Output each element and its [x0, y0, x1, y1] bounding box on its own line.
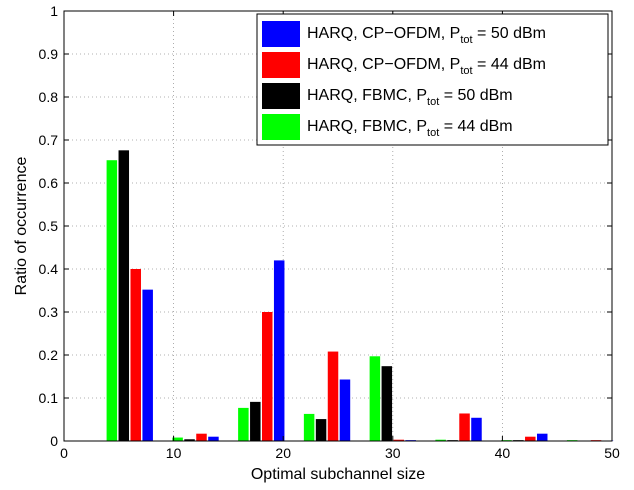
y-tick-label: 0.4 — [39, 261, 59, 277]
legend-label: HARQ, CP−OFDM, Ptot = 50 dBm — [307, 25, 546, 46]
bar — [525, 436, 536, 441]
bar — [142, 289, 153, 441]
legend-label-subscript: tot — [460, 34, 472, 46]
y-axis-label: Ratio of occurrence — [13, 157, 30, 296]
bar — [273, 260, 285, 441]
legend-label-main: HARQ, FBMC, P — [307, 118, 427, 135]
x-tick-label: 30 — [385, 445, 401, 461]
y-tick-label: 0.7 — [39, 132, 59, 148]
legend-swatch — [262, 114, 300, 140]
y-tick-label: 0.5 — [39, 218, 59, 234]
bar — [339, 379, 351, 441]
legend-swatch — [262, 21, 300, 47]
legend-label-suffix: = 44 dBm — [473, 56, 546, 73]
x-tick-label: 50 — [604, 445, 620, 461]
y-tick-label: 0.2 — [39, 347, 59, 363]
bar — [471, 417, 482, 441]
axis-ticks: 0 10 20 30 40 50 0 0.1 0.2 0.3 0.4 0.5 0.6 0.7 0.8 0.9 1 — [39, 3, 620, 461]
legend-label: HARQ, FBMC, Ptot = 44 dBm — [307, 118, 513, 139]
bar — [118, 150, 130, 441]
bar — [327, 351, 339, 441]
bar — [208, 436, 219, 441]
legend-swatch — [262, 52, 300, 78]
bar-group — [238, 260, 285, 441]
bar — [262, 312, 273, 441]
bar — [106, 160, 118, 441]
bar-group — [303, 351, 351, 441]
y-tick-label: 0.6 — [39, 175, 59, 191]
legend-label: HARQ, FBMC, Ptot = 50 dBm — [307, 87, 513, 108]
legend-label-suffix: = 50 dBm — [473, 25, 546, 42]
bar-group — [106, 150, 153, 441]
legend-label-subscript: tot — [460, 65, 472, 77]
legend-label-subscript: tot — [427, 127, 439, 139]
x-tick-label: 20 — [275, 445, 291, 461]
bar — [303, 413, 315, 441]
x-tick-label: 10 — [166, 445, 182, 461]
bar — [536, 433, 548, 441]
bar — [381, 366, 393, 441]
bar — [184, 439, 195, 441]
legend-label-main: HARQ, CP−OFDM, P — [307, 56, 460, 73]
bar — [393, 439, 405, 441]
bar — [435, 439, 446, 441]
bar — [196, 433, 207, 441]
legend-label-subscript: tot — [427, 96, 439, 108]
bar — [250, 401, 261, 441]
y-tick-label: 0.1 — [39, 390, 59, 406]
y-tick-label: 0.3 — [39, 304, 59, 320]
legend-swatch — [262, 83, 300, 109]
y-tick-label: 1 — [50, 3, 58, 19]
x-tick-label: 40 — [495, 445, 511, 461]
bar — [369, 356, 381, 441]
y-tick-label: 0.8 — [39, 89, 59, 105]
legend-label: HARQ, CP−OFDM, Ptot = 44 dBm — [307, 56, 546, 77]
legend-label-main: HARQ, FBMC, P — [307, 87, 427, 104]
y-tick-label: 0 — [50, 433, 58, 449]
bar-group — [172, 433, 219, 441]
x-tick-label: 0 — [60, 445, 68, 461]
y-tick-label: 0.9 — [39, 46, 59, 62]
bar — [238, 407, 249, 441]
bar — [172, 437, 183, 441]
legend-label-suffix: = 44 dBm — [439, 118, 512, 135]
bar — [130, 269, 141, 441]
bar — [459, 413, 470, 441]
legend-label-suffix: = 50 dBm — [439, 87, 512, 104]
bar — [315, 419, 327, 441]
legend-label-main: HARQ, CP−OFDM, P — [307, 25, 460, 42]
legend-box — [256, 13, 609, 146]
x-axis-label: Optimal subchannel size — [251, 466, 425, 483]
